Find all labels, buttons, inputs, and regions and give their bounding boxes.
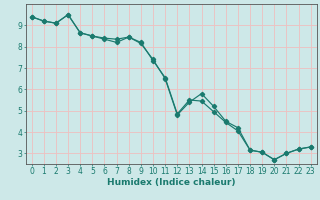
X-axis label: Humidex (Indice chaleur): Humidex (Indice chaleur): [107, 178, 236, 187]
